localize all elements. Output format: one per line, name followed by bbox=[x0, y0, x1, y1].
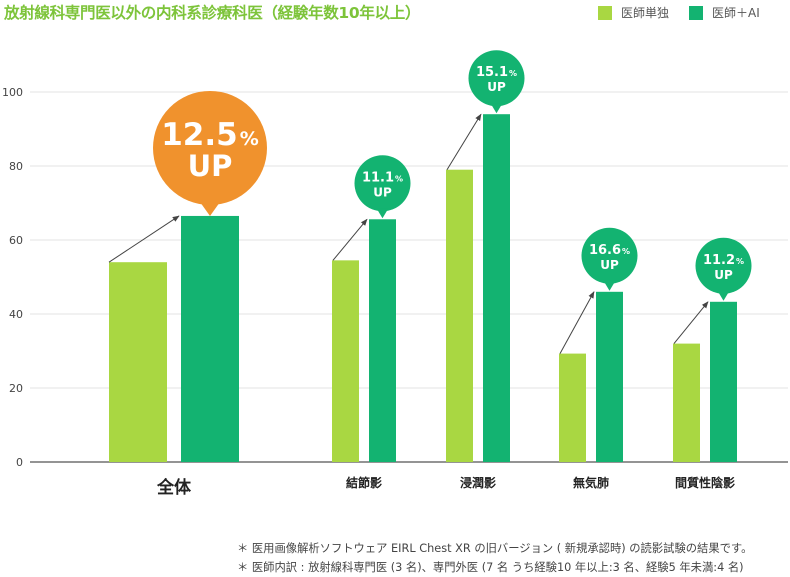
bubble-pointer bbox=[376, 208, 389, 219]
improvement-label: UP bbox=[188, 149, 233, 183]
legend: 医師単独 医師＋AI bbox=[598, 4, 760, 21]
improvement-value: 15.1% bbox=[476, 65, 517, 80]
x-category-label: 間質性陰影 bbox=[675, 475, 735, 490]
footnote-1: ＊ 医用画像解析ソフトウェア EIRL Chest XR の旧バージョン ( 新… bbox=[237, 542, 753, 555]
increase-arrow bbox=[673, 301, 709, 344]
bubble-pointer bbox=[603, 280, 616, 291]
increase-arrow bbox=[559, 291, 595, 354]
improvement-bubble bbox=[354, 155, 411, 212]
legend-label-doctor-ai: 医師＋AI bbox=[712, 6, 760, 20]
improvement-number: 16.6 bbox=[589, 243, 621, 258]
y-tick-label: 80 bbox=[9, 160, 23, 173]
bubble-pointer bbox=[200, 201, 220, 216]
y-tick-label: 60 bbox=[9, 234, 23, 247]
footnote-2: ＊ 医師内訳 : 放射線科専門医 (3 名)、専門外医 (7 名 うち経験10 … bbox=[237, 561, 744, 574]
bar-doctor-ai bbox=[596, 291, 623, 462]
x-category-label: 無気肺 bbox=[573, 475, 609, 490]
improvement-label: UP bbox=[600, 258, 619, 272]
improvement-label: UP bbox=[373, 185, 392, 199]
y-tick-label: 100 bbox=[2, 86, 23, 99]
increase-arrow bbox=[446, 113, 482, 170]
improvement-unit: % bbox=[240, 128, 259, 150]
legend-label-doctor-only: 医師単独 bbox=[621, 6, 670, 20]
improvement-value: 12.5% bbox=[161, 117, 259, 153]
improvement-bubble bbox=[468, 50, 525, 107]
bar-doctor-ai bbox=[710, 301, 737, 462]
y-tick-label: 0 bbox=[16, 456, 23, 469]
improvement-label: UP bbox=[714, 268, 733, 282]
bar-doctor-only bbox=[109, 262, 167, 462]
chart-title: 放射線科専門医以外の内科系診療科医（経験年数10年以上） bbox=[4, 4, 421, 22]
bar-doctor-only bbox=[559, 353, 586, 462]
improvement-bubble bbox=[695, 237, 752, 294]
x-category-label: 浸潤影 bbox=[460, 475, 496, 490]
improvement-label: UP bbox=[487, 80, 506, 94]
bar-doctor-only bbox=[332, 260, 359, 462]
improvement-number: 15.1 bbox=[476, 65, 508, 80]
increase-arrow bbox=[108, 215, 180, 263]
x-category-label: 結節影 bbox=[346, 475, 382, 490]
improvement-unit: % bbox=[622, 247, 630, 256]
footnotes: ＊ 医用画像解析ソフトウェア EIRL Chest XR の旧バージョン ( 新… bbox=[237, 539, 752, 577]
bar-doctor-only bbox=[673, 343, 700, 462]
legend-swatch-doctor-only bbox=[598, 5, 612, 20]
improvement-unit: % bbox=[395, 174, 403, 183]
bar-doctor-only bbox=[446, 169, 473, 462]
legend-swatch-doctor-ai bbox=[689, 5, 704, 20]
improvement-unit: % bbox=[736, 257, 744, 266]
legend-item-doctor-ai: 医師＋AI bbox=[689, 4, 760, 21]
bar-doctor-ai bbox=[483, 114, 510, 462]
y-tick-label: 20 bbox=[9, 382, 23, 395]
improvement-value: 11.2% bbox=[703, 253, 744, 268]
increase-arrow bbox=[332, 218, 368, 261]
x-category-label: 全体 bbox=[156, 477, 192, 498]
improvement-number: 11.2 bbox=[703, 253, 735, 268]
y-tick-label: 40 bbox=[9, 308, 23, 321]
improvement-bubble bbox=[581, 227, 638, 284]
highlight-bubble bbox=[153, 90, 267, 205]
improvement-value: 11.1% bbox=[362, 170, 403, 185]
bubble-pointer bbox=[490, 103, 503, 114]
legend-item-doctor-only: 医師単独 bbox=[598, 4, 669, 21]
bar-doctor-ai bbox=[369, 219, 396, 462]
improvement-value: 16.6% bbox=[589, 243, 630, 258]
improvement-number: 12.5 bbox=[161, 117, 238, 153]
bubble-pointer bbox=[717, 290, 730, 301]
improvement-number: 11.1 bbox=[362, 170, 394, 185]
improvement-unit: % bbox=[509, 69, 517, 78]
bar-doctor-ai bbox=[181, 215, 239, 462]
